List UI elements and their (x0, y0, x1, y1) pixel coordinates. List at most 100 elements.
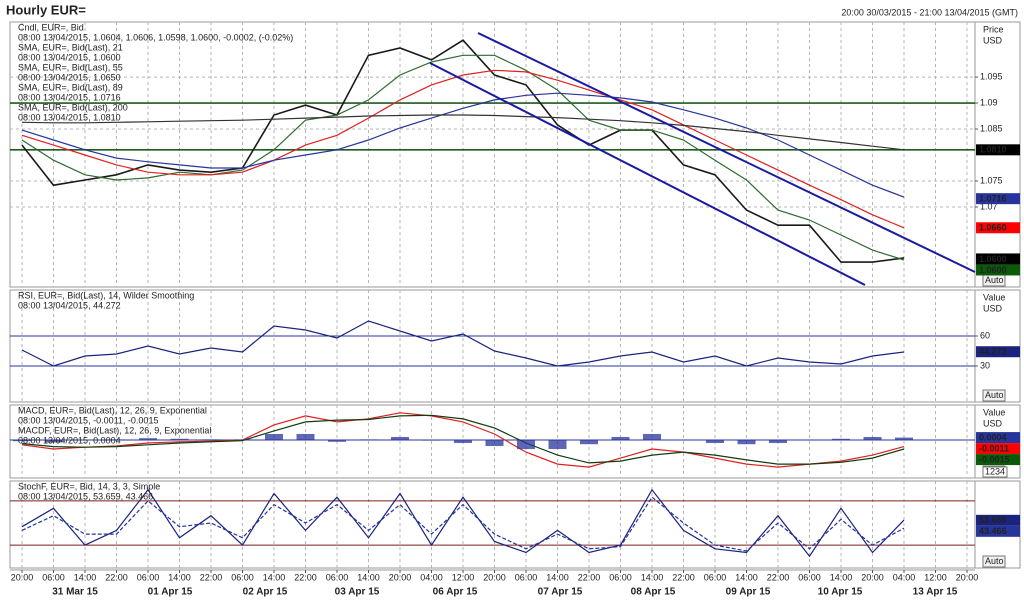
histogram-bar (706, 439, 724, 444)
unit-label: Value (983, 407, 1005, 417)
channel-upper (477, 32, 976, 273)
x-tick-label: 20:00 (956, 572, 979, 582)
x-tick-label: 22:00 (672, 572, 695, 582)
series-line (21, 92, 905, 198)
value-box-label: 1.0600 (979, 254, 1007, 264)
value-box-label: 0.0004 (979, 432, 1007, 442)
x-tick-label: 14:00 (830, 572, 853, 582)
value-box (976, 443, 1020, 455)
histogram-bar (107, 439, 126, 440)
value-box (976, 144, 1020, 156)
histogram-bar (391, 436, 409, 440)
value-box (976, 264, 1020, 276)
x-tick-label: 04:00 (893, 572, 916, 582)
x-tick-label: 22:00 (578, 572, 601, 582)
date-label: 01 Apr 15 (148, 587, 193, 598)
x-tick-label: 22:00 (200, 572, 223, 582)
date-label: 07 Apr 15 (538, 587, 583, 598)
y-tick-label: 1.09 (980, 97, 998, 107)
histogram-bar (328, 439, 346, 442)
channel-lower (429, 62, 866, 286)
value-box-label: 53.659 (979, 515, 1007, 525)
x-tick-label: 06:00 (704, 572, 727, 582)
series-line (21, 412, 905, 468)
histogram-bar (13, 439, 31, 442)
series-line (21, 320, 905, 367)
chart-title: Hourly EUR= (6, 2, 86, 17)
x-tick-label: 06:00 (798, 572, 821, 582)
histogram-bar (265, 433, 283, 440)
histogram-bar (737, 439, 756, 445)
value-box-label: 44.272 (979, 347, 1007, 357)
histogram-bar (44, 439, 63, 443)
x-tick-label: 12:00 (924, 572, 947, 582)
axis-area (974, 289, 1021, 403)
legend-detail: 08:00 13/04/2015, 44.272 (18, 300, 121, 310)
x-tick-label: 06:00 (515, 572, 538, 582)
auto-label: Auto (985, 556, 1004, 566)
legend-detail: 08:00 13/04/2015, 1.0600 (18, 52, 121, 62)
x-tick-label: 14:00 (357, 572, 380, 582)
date-range: 20:00 30/03/2015 - 21:00 13/04/2015 (GMT… (841, 7, 1018, 17)
value-box (976, 454, 1020, 466)
legend-detail: 08:00 13/04/2015, -0.0011, -0.0015 (18, 415, 158, 425)
x-tick-label: 14:00 (168, 572, 191, 582)
histogram-bar (548, 439, 567, 450)
legend-name: SMA, EUR=, Bid(Last), 89 (18, 82, 123, 92)
unit-label: USD (983, 418, 1003, 428)
series-line (21, 69, 905, 229)
x-tick-label: 20:00 (11, 572, 34, 582)
counter-box (982, 466, 1008, 478)
x-tick-label: 22:00 (767, 572, 790, 582)
x-tick-label: 14:00 (263, 572, 286, 582)
value-box (976, 514, 1020, 526)
histogram-bar (895, 437, 913, 440)
x-tick-label: 22:00 (294, 572, 317, 582)
x-tick-label: 04:00 (420, 572, 443, 582)
legend-detail: 08:00 13/04/2015, 1.0810 (18, 112, 121, 122)
x-tick-label: 20:00 (389, 572, 412, 582)
date-label: 10 Apr 15 (818, 587, 863, 598)
y-tick-label: 1.075 (980, 175, 1003, 185)
histogram-bar (454, 439, 472, 444)
date-label: 08 Apr 15 (631, 587, 676, 598)
series-line (21, 414, 905, 465)
histogram-bar (202, 439, 220, 440)
value-box-label: -0.0011 (979, 443, 1009, 453)
histogram-bar (769, 439, 787, 444)
series-line (21, 488, 905, 558)
value-box-label: 1.0600 (979, 265, 1007, 275)
histogram-bar (863, 436, 882, 440)
x-tick-label: 20:00 (861, 572, 884, 582)
value-box (976, 525, 1020, 537)
x-tick-label: 06:00 (137, 572, 160, 582)
value-box (976, 253, 1020, 265)
legend-detail: 08:00 13/04/2015, 53.659, 43.466 (18, 491, 153, 501)
series-line (21, 114, 905, 151)
date-label: 13 Apr 15 (913, 587, 958, 598)
auto-label: Auto (985, 275, 1004, 285)
histogram-bar (296, 433, 315, 440)
auto-button (982, 555, 1006, 568)
x-tick-label: 06:00 (609, 572, 632, 582)
histogram-bar (422, 439, 441, 441)
x-tick-label: 14:00 (546, 572, 569, 582)
x-tick-label: 14:00 (641, 572, 664, 582)
legend-name: SMA, EUR=, Bid(Last), 200 (18, 102, 128, 112)
legend-name: Cndl, EUR=, Bid (18, 22, 84, 32)
legend-name: MACDF, EUR=, Bid(Last), 12, 26, 9, Expon… (18, 425, 211, 435)
value-box (976, 346, 1020, 358)
unit-label: Price (983, 24, 1004, 34)
legend-name: SMA, EUR=, Bid(Last), 21 (18, 42, 123, 52)
value-box (976, 193, 1020, 205)
value-box (976, 432, 1020, 444)
x-tick-label: 22:00 (105, 572, 128, 582)
legend-name: RSI, EUR=, Bid(Last), 14, Wilder Smoothi… (18, 290, 194, 300)
x-tick-label: 20:00 (483, 572, 506, 582)
y-tick-label: 1.095 (980, 71, 1003, 81)
x-tick-label: 14:00 (735, 572, 758, 582)
histogram-bar (674, 439, 693, 441)
legend-name: MACD, EUR=, Bid(Last), 12, 26, 9, Expone… (18, 405, 207, 415)
histogram-bar (485, 439, 504, 447)
